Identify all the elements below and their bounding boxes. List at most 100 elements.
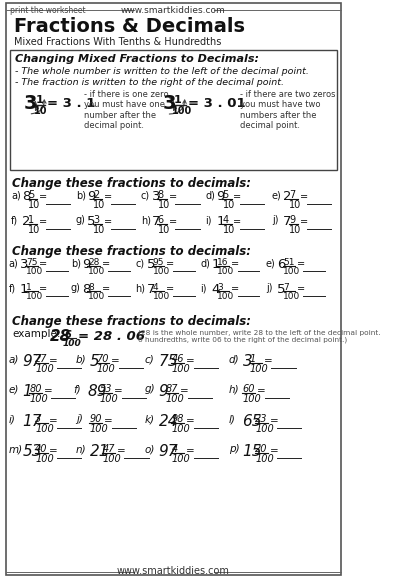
Text: Fractions & Decimals: Fractions & Decimals: [14, 17, 244, 36]
Text: =: =: [101, 284, 109, 294]
Text: 100: 100: [255, 454, 273, 464]
Text: 5: 5: [87, 215, 95, 228]
Text: 7: 7: [288, 190, 294, 200]
Text: www.smartkiddies.com: www.smartkiddies.com: [117, 566, 229, 576]
Text: Change these fractions to decimals:: Change these fractions to decimals:: [12, 315, 251, 328]
Text: 24: 24: [158, 414, 178, 429]
Text: f): f): [11, 215, 18, 225]
Text: h): h): [228, 384, 239, 394]
Text: 9: 9: [87, 190, 95, 203]
Text: 10: 10: [93, 224, 105, 235]
Text: i): i): [200, 283, 206, 293]
Text: b): b): [71, 258, 81, 268]
Text: 100: 100: [88, 292, 105, 301]
Text: Changing Mixed Fractions to Decimals:: Changing Mixed Fractions to Decimals:: [14, 54, 258, 64]
Text: f): f): [73, 384, 81, 394]
Text: m): m): [8, 444, 23, 454]
Text: a): a): [8, 258, 18, 268]
Text: 3: 3: [93, 215, 99, 225]
Text: c): c): [135, 258, 144, 268]
Text: 8: 8: [158, 190, 164, 200]
Text: 97: 97: [158, 444, 178, 459]
Text: = 28 . 06: = 28 . 06: [77, 330, 144, 343]
Text: 100: 100: [171, 106, 192, 116]
Text: 16: 16: [217, 258, 228, 267]
Text: 7: 7: [146, 283, 155, 296]
Text: 8: 8: [88, 283, 93, 292]
Text: 75: 75: [26, 258, 37, 267]
FancyArrowPatch shape: [31, 100, 46, 114]
Text: e): e): [8, 384, 19, 394]
Text: =: =: [49, 446, 58, 456]
Text: 100: 100: [255, 424, 273, 433]
Text: g): g): [145, 384, 155, 394]
Text: =: =: [101, 259, 109, 269]
Text: 10: 10: [34, 106, 47, 116]
Text: o): o): [145, 444, 155, 454]
Text: 89: 89: [87, 384, 106, 399]
Text: example:: example:: [12, 329, 61, 339]
Text: a): a): [8, 354, 19, 364]
Text: c): c): [145, 354, 154, 364]
Text: 60: 60: [242, 384, 254, 394]
Text: 100: 100: [63, 339, 81, 348]
Text: 70: 70: [96, 354, 109, 364]
Text: 3: 3: [24, 94, 38, 113]
Text: 90: 90: [89, 414, 102, 424]
Text: 1: 1: [26, 283, 31, 292]
Text: g): g): [76, 215, 85, 225]
Text: 9: 9: [288, 215, 294, 225]
Text: e): e): [271, 190, 281, 200]
Text: 100: 100: [26, 267, 43, 276]
Text: =: =: [39, 284, 47, 294]
Text: 4: 4: [222, 215, 228, 225]
Text: 10: 10: [93, 199, 105, 210]
Text: 3: 3: [152, 190, 160, 203]
Text: =: =: [233, 217, 241, 227]
Text: a): a): [11, 190, 21, 200]
Text: h): h): [135, 283, 145, 293]
Text: =: =: [43, 386, 52, 396]
Text: 100: 100: [99, 393, 118, 403]
Text: i): i): [8, 414, 16, 424]
Text: =: =: [103, 217, 111, 227]
Text: 100: 100: [88, 267, 105, 276]
Text: 3: 3: [162, 94, 175, 113]
Text: =: =: [166, 259, 174, 269]
Text: =: =: [269, 446, 277, 456]
Text: 1: 1: [28, 215, 34, 225]
Text: =: =: [168, 217, 176, 227]
Text: =: =: [299, 192, 307, 202]
Text: i): i): [205, 215, 211, 225]
Text: 100: 100: [242, 393, 261, 403]
Text: =: =: [185, 356, 194, 366]
Text: 3: 3: [35, 414, 41, 424]
Text: =: =: [39, 192, 47, 202]
Text: =: =: [230, 284, 239, 294]
Text: j): j): [271, 215, 277, 225]
Text: 6: 6: [158, 215, 164, 225]
Text: 10: 10: [222, 224, 234, 235]
Text: 4: 4: [171, 444, 177, 454]
Text: 46: 46: [171, 354, 184, 364]
Text: n): n): [76, 444, 86, 454]
Text: d): d): [205, 190, 215, 200]
Text: - if there are two zeros
you must have two
numbers after the
decimal point.: - if there are two zeros you must have t…: [239, 90, 334, 130]
Text: 100: 100: [35, 424, 54, 433]
Text: 100: 100: [89, 424, 108, 433]
Text: 1: 1: [211, 258, 219, 271]
Text: =: =: [256, 386, 265, 396]
Text: 2: 2: [282, 190, 291, 203]
Text: 5: 5: [28, 190, 34, 200]
Text: 95: 95: [152, 258, 164, 267]
Text: 100: 100: [102, 454, 121, 464]
Text: j): j): [265, 283, 271, 293]
Text: print the worksheet: print the worksheet: [10, 6, 86, 15]
Text: - The whole number is written to the left of the decimal point.: - The whole number is written to the lef…: [14, 67, 308, 76]
Text: 100: 100: [152, 292, 170, 301]
Text: 2: 2: [22, 215, 31, 228]
Text: 6: 6: [65, 330, 71, 340]
Text: j): j): [76, 414, 83, 424]
FancyArrowPatch shape: [169, 100, 186, 114]
Text: www.smartkiddies.com: www.smartkiddies.com: [121, 6, 225, 15]
